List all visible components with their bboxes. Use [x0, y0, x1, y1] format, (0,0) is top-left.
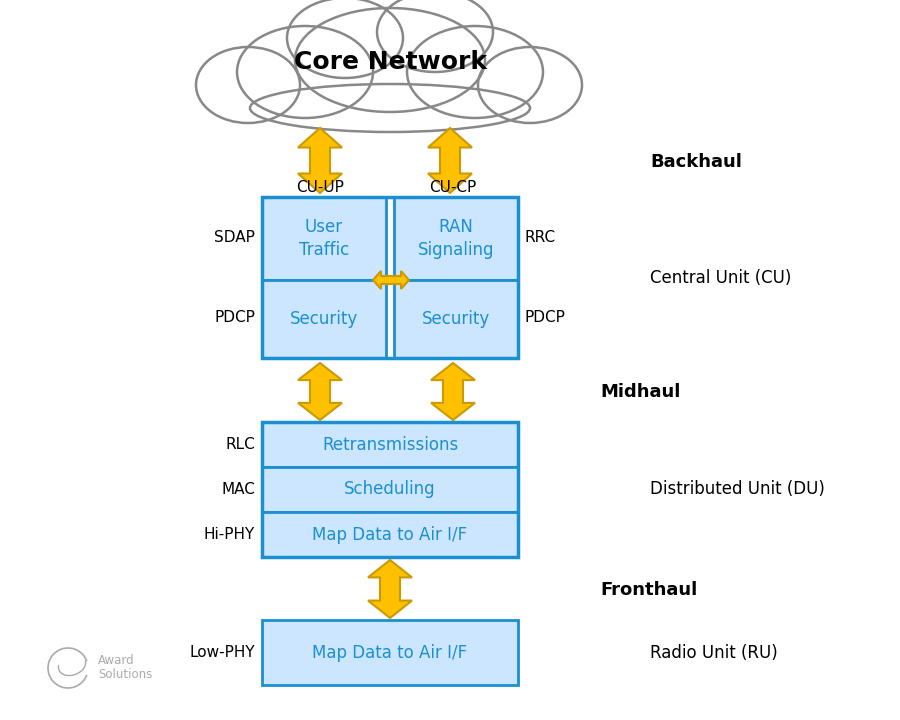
Bar: [262, 197, 386, 280]
Ellipse shape: [196, 47, 300, 123]
Text: Core Network: Core Network: [293, 50, 487, 74]
Polygon shape: [428, 128, 472, 193]
Bar: [394, 197, 518, 280]
Text: Scheduling: Scheduling: [344, 480, 436, 498]
Text: PDCP: PDCP: [525, 310, 566, 325]
Text: Solutions: Solutions: [98, 668, 152, 682]
Text: Low-PHY: Low-PHY: [189, 645, 255, 660]
Text: Hi-PHY: Hi-PHY: [203, 527, 255, 542]
Bar: [262, 280, 386, 358]
Polygon shape: [298, 363, 342, 420]
Polygon shape: [373, 271, 409, 289]
Text: MAC: MAC: [221, 482, 255, 497]
Bar: [394, 280, 518, 358]
Text: Fronthaul: Fronthaul: [600, 581, 698, 599]
Bar: [262, 512, 518, 557]
Text: CU-CP: CU-CP: [429, 181, 477, 196]
Polygon shape: [431, 363, 475, 420]
Text: Retransmissions: Retransmissions: [322, 436, 458, 454]
Text: Map Data to Air I/F: Map Data to Air I/F: [312, 644, 468, 662]
Bar: [262, 620, 518, 685]
Ellipse shape: [407, 26, 543, 118]
Text: Midhaul: Midhaul: [600, 383, 680, 401]
Text: SDAP: SDAP: [214, 230, 255, 246]
Text: Award: Award: [98, 654, 135, 667]
Ellipse shape: [237, 26, 373, 118]
Polygon shape: [298, 128, 342, 193]
Text: PDCP: PDCP: [214, 310, 255, 325]
Ellipse shape: [377, 0, 493, 72]
Ellipse shape: [478, 47, 582, 123]
Bar: [262, 422, 518, 467]
Text: Security: Security: [290, 310, 358, 328]
Text: Distributed Unit (DU): Distributed Unit (DU): [650, 480, 825, 498]
Polygon shape: [368, 560, 412, 618]
Text: RRC: RRC: [525, 230, 556, 246]
Ellipse shape: [287, 0, 403, 78]
Ellipse shape: [250, 84, 530, 132]
Text: Backhaul: Backhaul: [650, 153, 742, 171]
Text: Radio Unit (RU): Radio Unit (RU): [650, 644, 778, 662]
Text: RLC: RLC: [225, 437, 255, 452]
Bar: [262, 197, 518, 358]
Text: Central Unit (CU): Central Unit (CU): [650, 269, 791, 287]
Bar: [262, 422, 518, 557]
Text: Map Data to Air I/F: Map Data to Air I/F: [312, 526, 468, 544]
Text: CU-UP: CU-UP: [296, 181, 344, 196]
Ellipse shape: [295, 8, 485, 112]
Text: Security: Security: [422, 310, 490, 328]
Text: User
Traffic: User Traffic: [299, 218, 349, 259]
Text: RAN
Signaling: RAN Signaling: [418, 218, 494, 259]
Bar: [262, 467, 518, 512]
